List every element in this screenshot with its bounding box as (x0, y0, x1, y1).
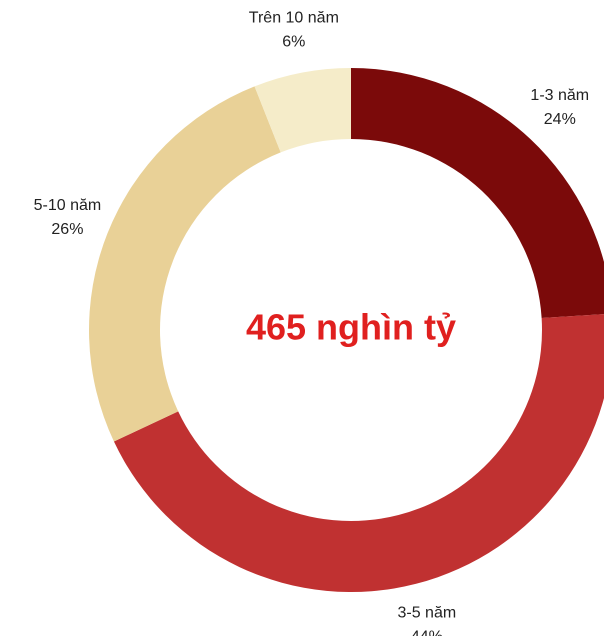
center-annotation: 465 nghìn tỷ (246, 307, 456, 348)
slice-category-label: 1-3 năm (530, 87, 589, 104)
slice-value-label: 6% (282, 34, 305, 51)
slice-value-label: 26% (51, 221, 83, 238)
donut-slice (254, 68, 351, 153)
slice-value-label: 24% (544, 111, 576, 128)
slice-category-label: 5-10 năm (34, 197, 102, 214)
donut-slice (351, 68, 604, 319)
donut-slice (89, 86, 281, 442)
slice-value-label: 44% (411, 629, 443, 636)
slice-category-label: Trên 10 năm (249, 10, 339, 27)
donut-slice (113, 314, 604, 592)
slice-category-label: 3-5 năm (397, 605, 456, 622)
